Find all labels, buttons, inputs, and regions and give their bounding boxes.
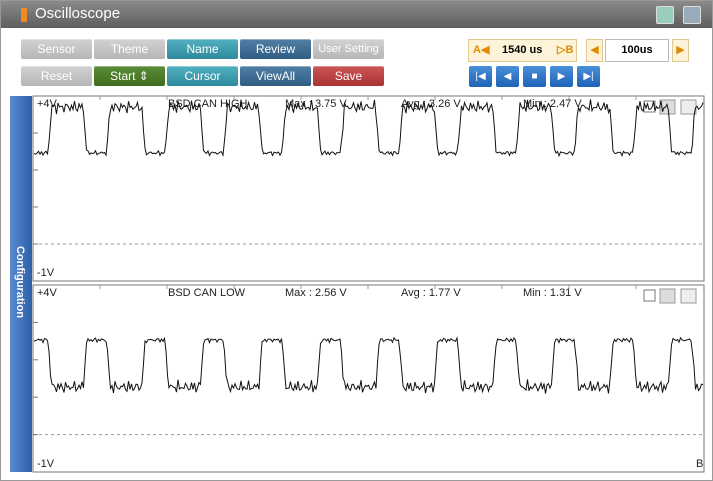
max-stat: Max : 3.75 V <box>285 98 347 110</box>
bottom-label: -1V <box>37 458 55 470</box>
plot-panel <box>32 95 705 282</box>
toolbar-button[interactable]: Sensor <box>21 39 92 59</box>
top-label: +4V <box>37 98 58 110</box>
avg-stat: Avg : 3.26 V <box>401 98 461 110</box>
select-checkbox[interactable] <box>643 289 656 302</box>
cursor-a[interactable]: A◀ <box>473 44 490 56</box>
channel-name: BSD CAN LOW <box>168 287 246 299</box>
toolbar-button[interactable]: Save <box>313 66 384 86</box>
prev-button[interactable]: ◀ <box>496 66 519 87</box>
toolbar-button[interactable]: ViewAll <box>240 66 311 86</box>
toolbar-button[interactable]: User Setting <box>313 39 384 59</box>
cursor-value: 1540 us <box>502 44 543 56</box>
max-stat: Max : 2.56 V <box>285 287 347 299</box>
stop-button[interactable]: ■ <box>523 66 546 87</box>
bottom-label: -1V <box>37 267 55 279</box>
sidebar[interactable]: Configuration <box>10 96 32 472</box>
app-title: Oscilloscope <box>35 5 121 22</box>
time-increase[interactable]: ▶ <box>672 39 689 62</box>
cursor-box: A◀ 1540 us ▷B <box>468 39 577 62</box>
footer-label: B <box>696 458 703 470</box>
toolbar-button[interactable]: Theme <box>94 39 165 59</box>
close-button[interactable] <box>680 99 697 115</box>
menu-button[interactable] <box>683 6 701 24</box>
title-bar: Oscilloscope <box>1 1 712 28</box>
first-button[interactable]: |◀ <box>469 66 492 87</box>
toolbar-button[interactable]: Start ⇕ <box>94 66 165 86</box>
waveform <box>33 99 704 158</box>
waveform <box>33 336 704 394</box>
cursor-b[interactable]: ▷B <box>557 44 574 56</box>
time-decrease[interactable]: ◀ <box>586 39 603 62</box>
min-stat: Min : 1.31 V <box>523 287 582 299</box>
top-label: +4V <box>37 287 58 299</box>
toolbar-button[interactable]: Cursor <box>167 66 238 86</box>
min-stat: Min : 2.47 V <box>523 98 582 110</box>
window-button[interactable] <box>656 6 674 24</box>
next-button[interactable]: ▶ <box>550 66 573 87</box>
plot-panel <box>32 284 705 473</box>
last-button[interactable]: ▶| <box>577 66 600 87</box>
avg-stat: Avg : 1.77 V <box>401 287 461 299</box>
close-button[interactable] <box>680 288 697 304</box>
toolbar-button[interactable]: Review <box>240 39 311 59</box>
time-per-div: 100us <box>605 39 669 62</box>
add-button[interactable] <box>659 288 676 304</box>
app-icon <box>21 8 27 22</box>
toolbar-button[interactable]: Reset <box>21 66 92 86</box>
toolbar-button[interactable]: Name <box>167 39 238 59</box>
